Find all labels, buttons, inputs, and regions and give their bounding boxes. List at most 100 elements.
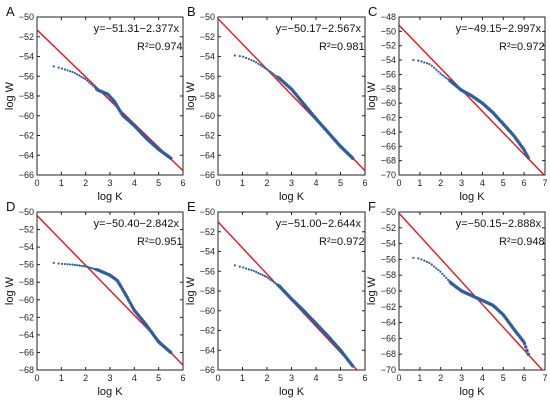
y-tick-label: −60: [200, 306, 215, 316]
data-point: [430, 64, 433, 67]
x-tick-label: 3: [107, 178, 112, 188]
x-tick-label: 0: [396, 373, 401, 383]
x-tick-label: 7: [542, 178, 547, 188]
data-point: [233, 54, 237, 57]
data-point: [73, 71, 76, 75]
fit-equation: y=−49.15−2.997x: [456, 23, 542, 35]
x-tick-label: 4: [132, 178, 137, 188]
data-point: [91, 84, 95, 87]
y-tick-label: −56: [19, 71, 34, 81]
y-axis-label: log W: [366, 276, 378, 305]
y-tick-label: −50: [200, 207, 215, 217]
panel-letter: C: [368, 4, 377, 19]
y-tick-label: −54: [19, 242, 34, 252]
data-point: [417, 257, 420, 260]
x-tick-label: 2: [438, 373, 443, 383]
data-point: [86, 79, 89, 82]
x-tick-label: 2: [264, 178, 269, 188]
y-tick-label: −50: [19, 12, 34, 22]
y-tick-label: −64: [19, 330, 34, 340]
x-tick-label: 2: [83, 373, 88, 383]
data-point: [428, 63, 431, 66]
y-tick-label: −64: [200, 150, 215, 160]
x-axis-label: log K: [459, 386, 485, 398]
y-tick-label: −56: [200, 71, 215, 81]
y-tick-label: −68: [381, 349, 396, 359]
data-point: [254, 270, 258, 273]
y-tick-label: −50: [381, 26, 396, 36]
x-tick-label: 5: [501, 178, 506, 188]
y-tick-label: −62: [200, 131, 215, 141]
y-tick-label: −52: [19, 225, 34, 235]
y-tick-label: −66: [19, 170, 34, 180]
panel-letter: A: [6, 4, 15, 19]
data-point: [439, 72, 442, 75]
data-point: [252, 59, 255, 63]
data-point: [443, 274, 446, 277]
data-point: [82, 264, 85, 268]
y-axis-label: log W: [366, 81, 378, 110]
data-point: [435, 267, 438, 270]
x-tick-label: 0: [215, 373, 220, 383]
data-point: [52, 261, 55, 265]
x-tick-label: 5: [338, 373, 343, 383]
r-squared-label: R²=0.972: [319, 236, 365, 248]
y-tick-label: −58: [19, 91, 34, 101]
y-tick-label: −62: [200, 326, 215, 336]
data-point: [351, 156, 355, 160]
x-tick-label: 4: [132, 373, 137, 383]
data-point: [263, 274, 266, 278]
data-point: [89, 82, 93, 86]
data-point: [250, 58, 253, 62]
y-tick-label: −68: [19, 365, 34, 375]
fit-line: [399, 212, 544, 370]
x-tick-label: 6: [362, 178, 367, 188]
x-tick-label: 5: [501, 373, 506, 383]
y-tick-label: −70: [381, 170, 396, 180]
data-point: [245, 56, 248, 60]
data-point: [71, 70, 74, 74]
x-tick-label: 6: [180, 178, 185, 188]
data-point: [261, 65, 264, 68]
y-tick-label: −60: [200, 111, 215, 121]
x-tick-label: 3: [459, 373, 464, 383]
y-tick-label: −54: [381, 55, 396, 65]
r-squared-label: R²=0.972: [499, 41, 545, 53]
data-point: [443, 75, 446, 78]
data-point: [269, 70, 272, 73]
y-tick-label: −58: [381, 270, 396, 280]
y-tick-label: −48: [381, 12, 396, 22]
data-point: [524, 345, 528, 349]
data-point: [423, 61, 426, 64]
data-point: [417, 59, 420, 62]
fit-equation: y=−51.31−2.377x: [94, 23, 180, 35]
chart-panel-f: 0 1 2 3 4 5 6 7 −70 −68 −66 −64 −62 −60 −58 −56 −54 −52 −5…: [366, 199, 548, 398]
x-tick-label: 1: [417, 178, 422, 188]
data-point: [257, 62, 260, 65]
y-tick-label: −54: [200, 52, 215, 62]
data-point: [445, 76, 448, 80]
data-point: [522, 148, 526, 152]
x-tick-label: 4: [480, 373, 485, 383]
data-point: [525, 348, 529, 353]
data-point: [441, 73, 444, 77]
y-tick-label: −50: [200, 12, 215, 22]
chart-panel-d: 0 1 2 3 4 5 6 −68 −66 −64 −62 −60 −58 −56 −54 −52 −50 log…: [4, 199, 186, 398]
data-point: [252, 269, 255, 273]
x-tick-label: 5: [156, 373, 161, 383]
x-axis-label: log K: [97, 191, 123, 203]
y-tick-label: −50: [19, 207, 34, 217]
fit-equation: y=−50.40−2.842x: [94, 218, 180, 230]
data-point: [71, 263, 74, 266]
x-tick-label: 3: [289, 178, 294, 188]
data-point: [254, 61, 258, 64]
data-point: [265, 275, 268, 279]
y-tick-label: −64: [19, 150, 34, 160]
x-tick-label: 5: [156, 178, 161, 188]
data-point: [88, 266, 91, 269]
x-tick-label: 0: [396, 178, 401, 188]
x-tick-label: 5: [338, 178, 343, 188]
data-point: [242, 55, 245, 58]
y-tick-label: −64: [381, 318, 396, 328]
y-tick-label: −66: [200, 365, 215, 375]
